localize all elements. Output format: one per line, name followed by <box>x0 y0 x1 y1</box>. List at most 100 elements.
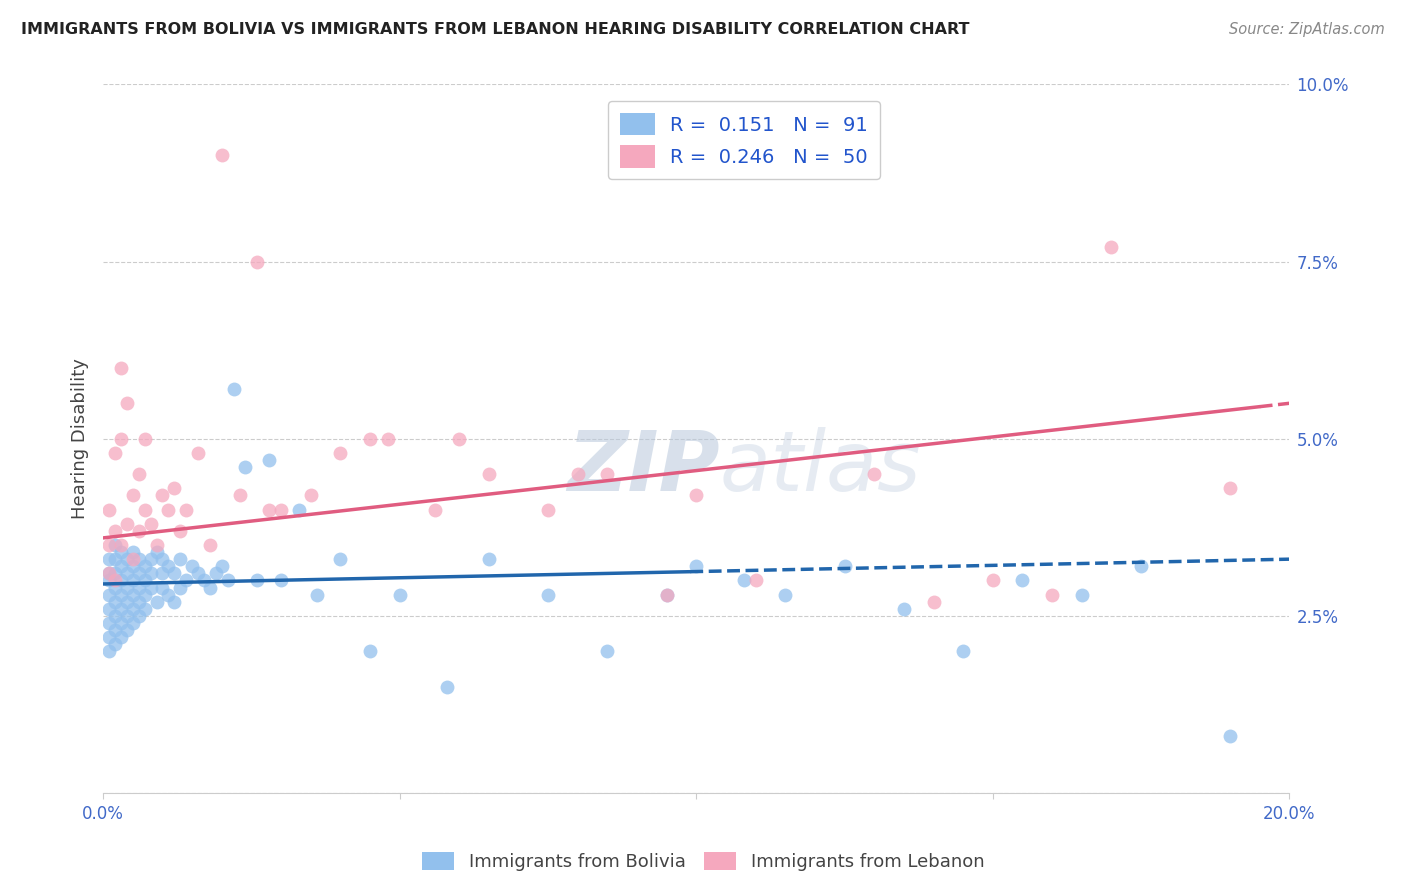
Point <box>145 545 167 559</box>
Text: IMMIGRANTS FROM BOLIVIA VS IMMIGRANTS FROM LEBANON HEARING DISABILITY CORRELATIO: IMMIGRANTS FROM BOLIVIA VS IMMIGRANTS FR… <box>21 22 970 37</box>
Point <box>128 566 150 581</box>
Point <box>193 574 215 588</box>
Point <box>246 574 269 588</box>
Point <box>773 588 796 602</box>
Point <box>115 623 138 637</box>
Point <box>139 516 162 531</box>
Point <box>305 588 328 602</box>
Point <box>98 552 121 566</box>
Point <box>198 581 221 595</box>
Point <box>115 595 138 609</box>
Point <box>596 644 619 658</box>
Point <box>952 644 974 658</box>
Point <box>121 601 143 615</box>
Point <box>733 574 755 588</box>
Point <box>222 382 245 396</box>
Point <box>139 552 162 566</box>
Point <box>115 516 138 531</box>
Point <box>299 488 322 502</box>
Point <box>744 574 766 588</box>
Point <box>211 148 233 162</box>
Point <box>1219 729 1241 743</box>
Point <box>981 574 1004 588</box>
Point <box>128 581 150 595</box>
Point <box>98 566 121 581</box>
Point <box>104 566 127 581</box>
Point <box>98 566 121 581</box>
Point <box>121 574 143 588</box>
Point <box>537 502 560 516</box>
Point <box>98 644 121 658</box>
Point <box>187 566 209 581</box>
Point <box>152 488 174 502</box>
Point <box>128 524 150 538</box>
Point <box>110 559 132 574</box>
Point <box>685 488 707 502</box>
Point <box>567 467 589 482</box>
Point <box>893 601 915 615</box>
Point <box>115 552 138 566</box>
Point <box>228 488 250 502</box>
Point <box>104 623 127 637</box>
Point <box>115 396 138 410</box>
Point <box>121 488 143 502</box>
Point <box>110 630 132 644</box>
Point <box>596 467 619 482</box>
Point <box>145 538 167 552</box>
Point <box>104 581 127 595</box>
Point <box>98 502 121 516</box>
Point <box>134 601 156 615</box>
Point <box>98 588 121 602</box>
Point <box>198 538 221 552</box>
Point <box>478 467 501 482</box>
Point <box>288 502 311 516</box>
Point <box>128 608 150 623</box>
Point <box>377 432 399 446</box>
Point <box>98 615 121 630</box>
Point <box>388 588 411 602</box>
Point <box>110 615 132 630</box>
Point <box>115 566 138 581</box>
Point <box>98 538 121 552</box>
Point <box>181 559 204 574</box>
Point <box>121 615 143 630</box>
Point <box>270 574 292 588</box>
Point <box>152 581 174 595</box>
Point <box>110 432 132 446</box>
Point <box>110 588 132 602</box>
Point <box>425 502 447 516</box>
Point <box>128 595 150 609</box>
Point <box>1011 574 1033 588</box>
Text: ZIP: ZIP <box>568 426 720 508</box>
Point <box>139 566 162 581</box>
Point <box>447 432 470 446</box>
Point <box>169 581 191 595</box>
Point <box>152 552 174 566</box>
Point <box>134 432 156 446</box>
Point <box>257 453 280 467</box>
Point <box>104 574 127 588</box>
Point <box>863 467 886 482</box>
Point <box>235 460 257 475</box>
Point <box>104 524 127 538</box>
Point <box>134 588 156 602</box>
Point <box>134 502 156 516</box>
Point <box>1040 588 1063 602</box>
Point <box>121 588 143 602</box>
Point <box>1219 481 1241 495</box>
Point <box>128 467 150 482</box>
Point <box>1070 588 1092 602</box>
Point <box>329 552 352 566</box>
Point <box>139 581 162 595</box>
Point <box>134 574 156 588</box>
Point <box>217 574 239 588</box>
Point <box>110 574 132 588</box>
Point <box>121 552 143 566</box>
Point <box>174 502 197 516</box>
Point <box>257 502 280 516</box>
Point <box>163 481 186 495</box>
Point <box>121 545 143 559</box>
Point <box>110 360 132 375</box>
Point <box>270 502 292 516</box>
Point <box>169 524 191 538</box>
